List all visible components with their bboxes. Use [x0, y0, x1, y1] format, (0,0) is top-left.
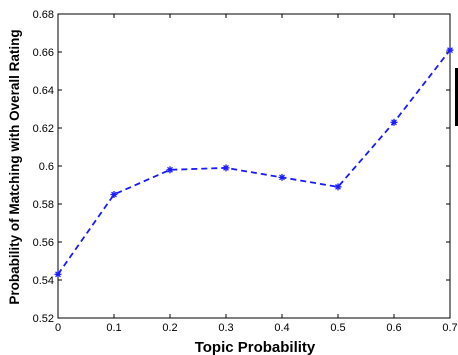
data-point-marker: [334, 183, 342, 191]
y-tick-label: 0.54: [33, 275, 54, 287]
edge-bar: [455, 68, 458, 126]
data-point-marker: [110, 191, 118, 198]
y-axis-label: Probability of Matching with Overall Rat…: [7, 29, 22, 304]
x-axis-label: Topic Probability: [195, 339, 316, 355]
series-line: [57, 49, 451, 275]
y-axis: 0.52 0.54 0.56 0.58 0.6 0.62 0.64 0.66 0.68: [33, 9, 450, 325]
x-tick-label: 0.7: [442, 322, 457, 334]
x-tick-label: 0.4: [274, 322, 289, 334]
x-tick-label: 0.1: [106, 322, 121, 334]
y-tick-label: 0.52: [33, 313, 54, 325]
y-tick-label: 0.66: [33, 47, 54, 59]
x-tick-label: 0.3: [218, 322, 233, 334]
data-point-marker: [166, 166, 174, 174]
data-point-marker: [390, 118, 398, 126]
y-tick-label: 0.6: [39, 161, 54, 173]
x-tick-label: 0.5: [330, 322, 345, 334]
data-point-marker: [446, 46, 454, 54]
y-tick-label: 0.64: [33, 85, 54, 97]
x-tick-label: 0.2: [162, 322, 177, 334]
series-layer: [54, 46, 454, 278]
plot-border: [57, 13, 451, 319]
data-point-marker: [278, 173, 286, 181]
y-tick-label: 0.62: [33, 123, 54, 135]
y-tick-label: 0.68: [33, 9, 54, 21]
y-tick-label: 0.56: [33, 237, 54, 249]
plot-area: [57, 13, 451, 319]
data-point-marker: [222, 164, 230, 172]
x-axis: 0 0.1 0.2 0.3 0.4 0.5 0.6 0.7: [55, 14, 458, 334]
x-tick-label: 0: [55, 322, 61, 334]
x-tick-label: 0.6: [386, 322, 401, 334]
data-point-marker: [54, 270, 62, 278]
y-tick-label: 0.58: [33, 199, 54, 211]
